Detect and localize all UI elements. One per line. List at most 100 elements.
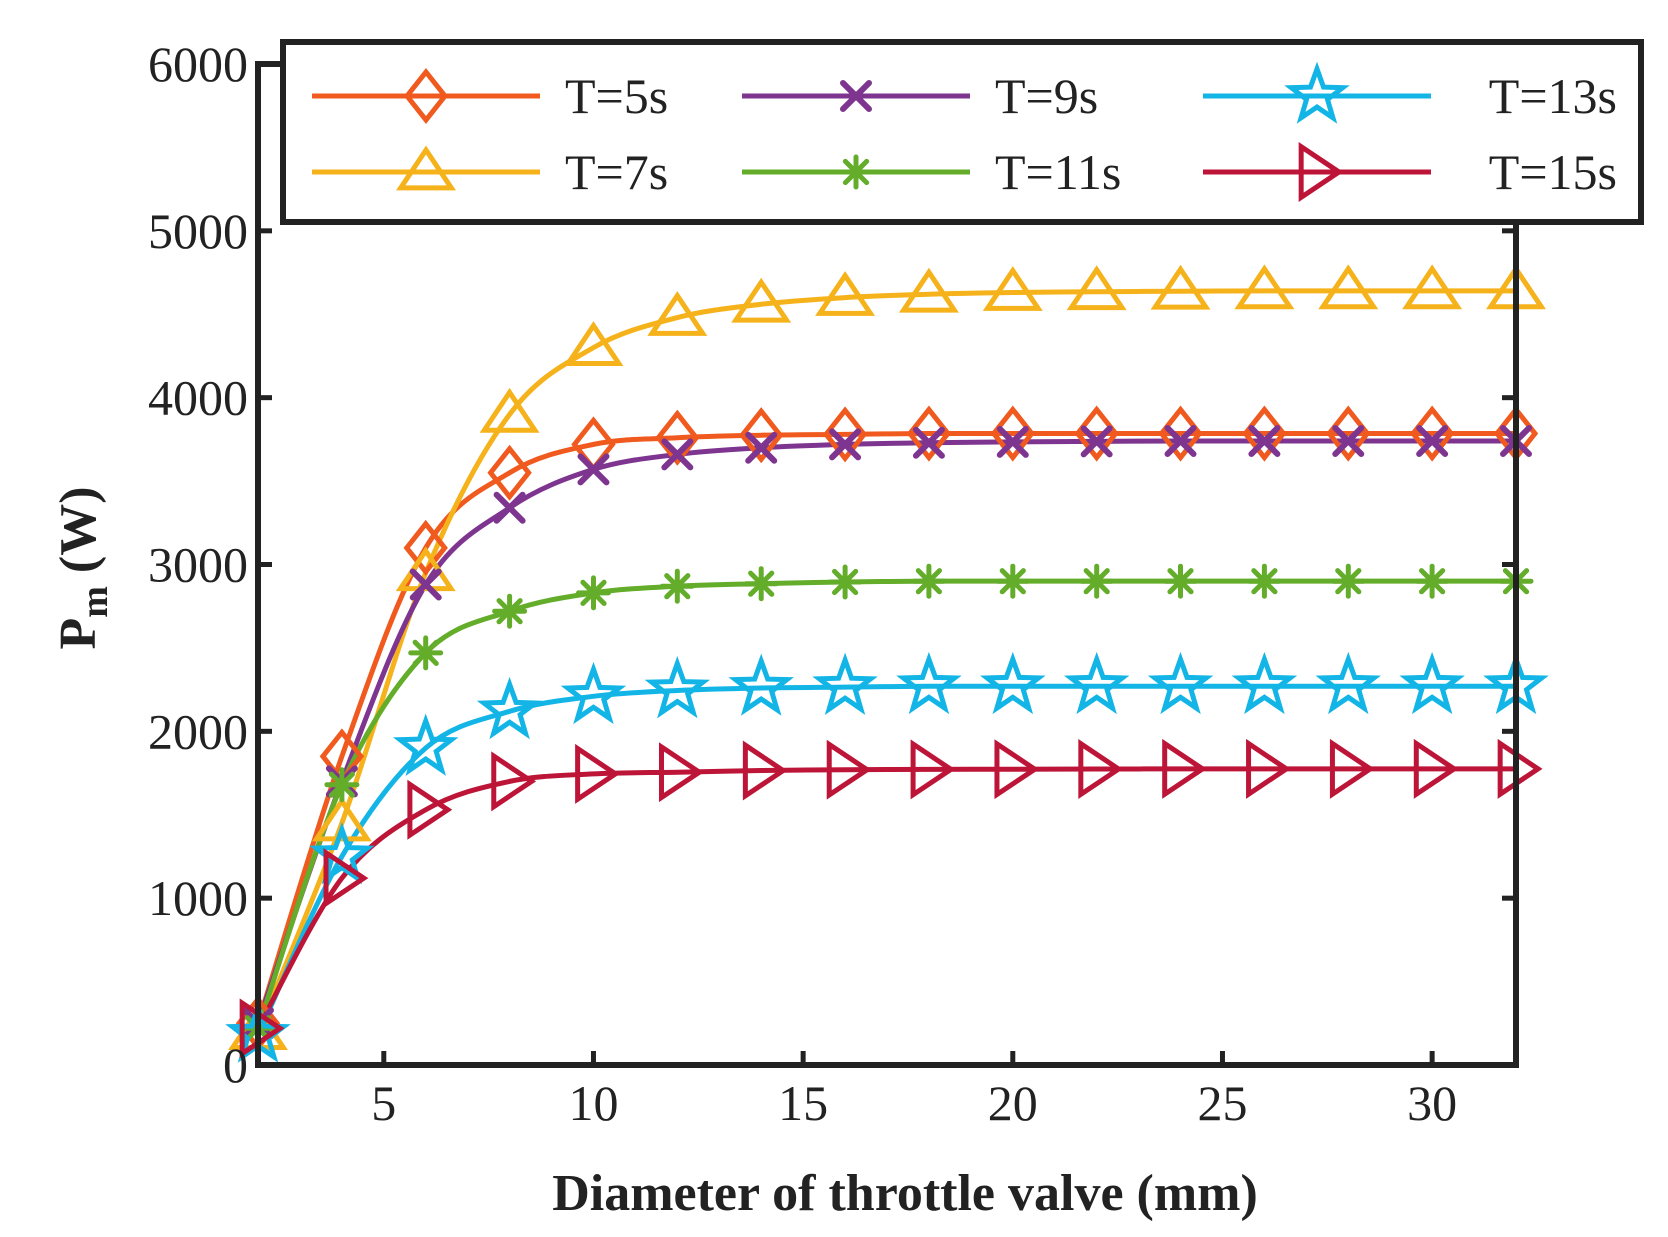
data-point [815,271,876,316]
data-point [324,767,360,803]
series-markers-T=13s [225,651,1549,1063]
y-axis-label-main: P [50,618,107,650]
y-tick-label: 1000 [148,870,248,926]
legend-entry-T=13s: T=13s [1203,61,1617,124]
x-tick-label: 5 [371,1075,396,1131]
legend-label: T=13s [1489,68,1617,124]
data-point [577,453,610,486]
data-point [995,563,1031,599]
data-point [994,739,1040,800]
data-point [896,651,962,715]
data-point [739,407,784,464]
data-point [1332,425,1365,458]
data-point [239,998,285,1059]
data-point [1246,563,1282,599]
data-point [493,491,526,524]
data-point [1078,739,1124,800]
data-point [487,444,532,501]
data-point [731,277,792,323]
series-markers-T=5s [235,405,1539,1052]
legend-entry-T=5s: T=5s [312,67,668,125]
legend-label: T=5s [565,68,668,124]
data-point [1150,264,1211,310]
data-point [906,405,952,462]
data-point [408,635,444,671]
data-point [812,652,878,716]
data-point [745,431,778,464]
data-point [1330,563,1366,599]
data-point [311,796,372,842]
series-line-T=5s [255,430,1516,1025]
data-point [1164,425,1197,458]
data-point [826,739,872,800]
data-point [996,425,1029,458]
y-axis-label: Pm (W) [50,486,116,649]
data-point [1063,651,1130,715]
data-point [576,575,611,611]
data-point [492,593,528,629]
data-point [827,564,863,600]
data-point [560,661,627,725]
data-point [1066,265,1127,311]
data-point [1402,264,1463,310]
legend: T=5s T=7s T=9s T=11s T=13s T=15s [280,39,1644,225]
legend-marker [840,80,872,112]
data-point [644,656,711,719]
data-point [990,405,1035,462]
legend-marker [403,67,449,125]
data-point [912,426,945,459]
data-point [409,568,442,601]
legend-entry-T=15s: T=15s [1203,142,1617,202]
legend-box [280,39,1644,225]
x-tick-label: 10 [568,1075,618,1131]
y-tick-label: 6000 [148,36,248,92]
data-point [659,568,695,604]
data-point [910,739,956,800]
legend-marker [1284,61,1350,124]
data-point [982,266,1043,311]
data-point [1497,738,1543,799]
data-point [309,822,375,885]
series-markers-T=11s [240,563,1534,1046]
data-point [1234,264,1295,310]
x-tick-label: 15 [778,1075,828,1131]
data-point [476,676,543,740]
plot-area [225,264,1549,1063]
data-point [323,848,369,909]
data-point [1231,651,1298,715]
series-markers-T=15s [239,738,1543,1059]
data-point [1079,563,1115,599]
data-point [1147,651,1214,715]
data-point [911,563,947,599]
y-tick-label: 3000 [148,537,248,593]
y-tick-label: 4000 [148,370,248,426]
legend-label: T=9s [995,68,1098,124]
data-point [407,779,453,840]
data-point [743,566,779,602]
data-point [1399,651,1465,715]
legend-marker [1298,142,1344,202]
data-point [1246,738,1291,799]
legend-entry-T=11s: T=11s [742,144,1121,200]
data-point [575,743,620,804]
data-point [1414,563,1450,599]
x-tick-label: 30 [1407,1075,1457,1131]
data-point [1248,425,1281,458]
data-point [1315,651,1381,715]
data-point [728,653,794,716]
x-tick-label: 20 [988,1075,1038,1131]
data-point [742,740,788,801]
series-line-T=11s [255,578,1516,1030]
data-point [403,519,448,576]
data-point [658,742,704,803]
legend-label: T=15s [1489,144,1617,200]
y-tick-label: 5000 [148,203,248,259]
axes: 5 10 15 20 25 30 0 1000 2000 3000 4000 5000 6000 [148,36,1519,1131]
data-point [829,428,862,461]
series-line-T=7s [255,288,1516,1033]
data-point [491,751,537,812]
legend-marker [396,145,456,191]
data-point [1163,563,1198,599]
legend-label: T=7s [565,144,668,200]
